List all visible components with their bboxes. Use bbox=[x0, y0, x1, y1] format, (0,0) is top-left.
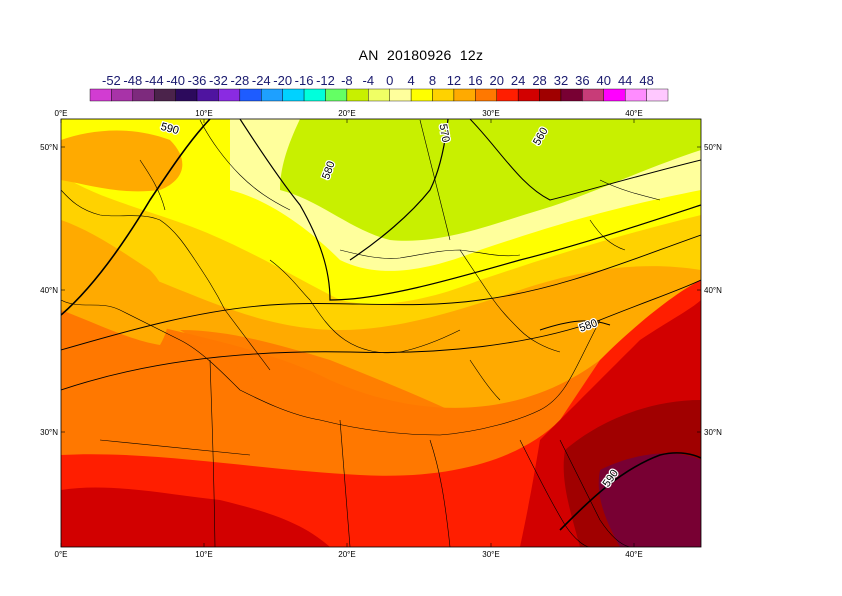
lon-label-bottom: 40°E bbox=[625, 550, 642, 559]
colorbar-label: -44 bbox=[145, 73, 164, 88]
colorbar-swatch bbox=[346, 88, 369, 102]
colorbar-label: 40 bbox=[597, 73, 611, 88]
colorbar-label: 12 bbox=[447, 73, 461, 88]
colorbar-label: 48 bbox=[639, 73, 653, 88]
colorbar-swatch bbox=[453, 88, 476, 102]
height-contours bbox=[61, 119, 701, 531]
lat-label-left: 40°N bbox=[40, 286, 58, 295]
colorbar-swatch bbox=[218, 88, 241, 102]
map-frame bbox=[60, 118, 702, 548]
lat-label-left: 50°N bbox=[40, 143, 58, 152]
svg-text:590: 590 bbox=[159, 121, 180, 137]
lat-label-right: 50°N bbox=[704, 143, 722, 152]
axis-labels: 0°E 0°E 10°E 10°E 20°E 20°E 30°E 30°E 40°E 40°E 50… bbox=[40, 109, 722, 559]
colorbar-label: 4 bbox=[407, 73, 414, 88]
colorbar-label: -4 bbox=[363, 73, 375, 88]
colorbar-swatch bbox=[496, 88, 519, 102]
colorbar-swatch bbox=[475, 88, 497, 102]
temperature-field bbox=[61, 119, 701, 547]
colorbar-swatch bbox=[368, 88, 390, 102]
colorbar-swatch bbox=[432, 88, 455, 102]
colorbar-swatch bbox=[175, 88, 198, 102]
colorbar-swatch bbox=[303, 88, 326, 102]
colorbar-label: 36 bbox=[575, 73, 589, 88]
lon-label-bottom: 20°E bbox=[338, 550, 355, 559]
colorbar-label: 32 bbox=[554, 73, 568, 88]
lon-label-bottom: 10°E bbox=[195, 550, 212, 559]
lat-label-left: 30°N bbox=[40, 428, 58, 437]
colorbar-legend: -52 -48 -44 -40 -36 -32 -28 -24 -20 -16 -12 -8 -4 0 4 8… bbox=[89, 73, 669, 102]
colorbar-swatch bbox=[239, 88, 262, 102]
colorbar-label: 8 bbox=[429, 73, 436, 88]
colorbar-swatch bbox=[410, 88, 433, 102]
lat-label-right: 40°N bbox=[704, 286, 722, 295]
colorbar-swatch bbox=[325, 88, 348, 102]
lon-label-top: 40°E bbox=[625, 109, 642, 118]
colorbar-swatch bbox=[154, 88, 176, 102]
colorbar-label: -20 bbox=[273, 73, 292, 88]
colorbar-label: 24 bbox=[511, 73, 525, 88]
colorbar-swatch bbox=[389, 88, 412, 102]
contour-label: 570 bbox=[435, 122, 453, 145]
colorbar-label: -28 bbox=[230, 73, 249, 88]
colorbar-label: -36 bbox=[188, 73, 207, 88]
colorbar-label: -8 bbox=[341, 73, 353, 88]
colorbar-label: -12 bbox=[316, 73, 335, 88]
colorbar-swatch bbox=[646, 88, 669, 102]
title-run: AN bbox=[358, 47, 379, 63]
colorbar-label: -32 bbox=[209, 73, 228, 88]
colorbar-swatch bbox=[603, 88, 626, 102]
colorbar-swatch bbox=[624, 88, 647, 102]
colorbar-swatch bbox=[132, 88, 155, 102]
colorbar-swatch bbox=[282, 88, 305, 102]
map-title: AN 20180926 12z bbox=[0, 47, 842, 63]
colorbar-label: 44 bbox=[618, 73, 632, 88]
colorbar-swatch bbox=[582, 88, 604, 102]
colorbar-label: 20 bbox=[490, 73, 504, 88]
colorbar-label: 0 bbox=[386, 73, 393, 88]
title-date: 20180926 bbox=[386, 47, 452, 63]
lon-label-top: 30°E bbox=[482, 109, 499, 118]
contour-label: 590 bbox=[158, 120, 181, 139]
lon-label-bottom: 30°E bbox=[482, 550, 499, 559]
colorbar-swatch bbox=[261, 88, 283, 102]
colorbar-label: -16 bbox=[295, 73, 314, 88]
lon-label-bottom: 0°E bbox=[55, 550, 68, 559]
colorbar-label: -48 bbox=[123, 73, 142, 88]
colorbar-label: 16 bbox=[468, 73, 482, 88]
lon-label-top: 20°E bbox=[338, 109, 355, 118]
colorbar-label: -24 bbox=[252, 73, 271, 88]
coastlines bbox=[61, 119, 661, 547]
colorbar-label: -40 bbox=[166, 73, 185, 88]
lat-label-right: 30°N bbox=[704, 428, 722, 437]
colorbar-swatch bbox=[89, 88, 112, 102]
colorbar-swatch bbox=[517, 88, 540, 102]
colorbar-swatch bbox=[196, 88, 219, 102]
colorbar-label: -52 bbox=[102, 73, 121, 88]
lon-label-top: 0°E bbox=[55, 109, 68, 118]
lon-label-top: 10°E bbox=[195, 109, 212, 118]
svg-text:570: 570 bbox=[437, 123, 452, 143]
colorbar-swatch bbox=[111, 88, 134, 102]
colorbar-swatch bbox=[560, 88, 583, 102]
title-time: 12z bbox=[459, 47, 484, 63]
colorbar-label: 28 bbox=[532, 73, 546, 88]
colorbar-swatch bbox=[539, 88, 562, 102]
